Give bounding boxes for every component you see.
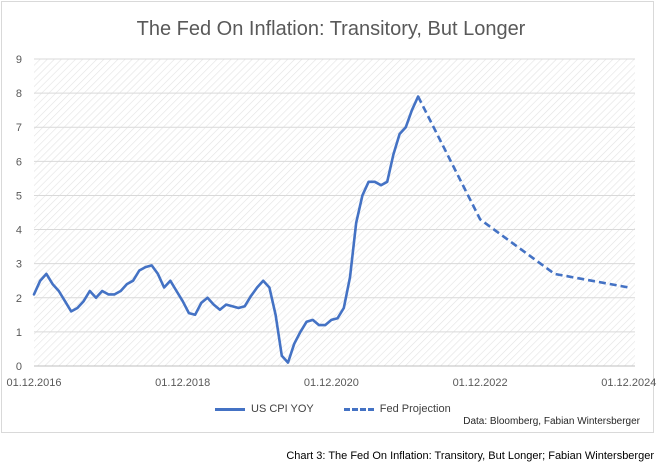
- legend-label-projection: Fed Projection: [379, 403, 451, 415]
- series-lines: [32, 95, 630, 364]
- y-tick-label: 7: [16, 122, 22, 134]
- x-tick-label: 01.12.2018: [155, 377, 210, 389]
- y-tick-label: 9: [16, 54, 22, 66]
- legend-swatch-dashed: [343, 407, 374, 411]
- y-tick-label: 3: [16, 259, 22, 271]
- legend-swatch-solid: [215, 407, 245, 411]
- y-tick-label: 5: [16, 190, 22, 202]
- x-tick-label: 01.12.2020: [304, 377, 359, 389]
- y-tick-label: 0: [16, 361, 22, 373]
- y-tick-label: 6: [16, 156, 22, 168]
- x-axis: 01.12.2016 01.12.2018 01.12.2020 01.12.2022…: [6, 377, 656, 389]
- series-line-fed-projection: [416, 95, 630, 289]
- x-tick-label: 01.12.2024: [601, 377, 656, 389]
- y-axis: 0 1 2 3 4 5 6 7 8 9: [16, 54, 22, 373]
- series-line-us-cpi-yoy: [32, 95, 420, 364]
- gridlines: [34, 58, 635, 367]
- chart-caption: Chart 3: The Fed On Inflation: Transitor…: [286, 450, 654, 462]
- plot-background: [34, 59, 635, 366]
- chart-title: The Fed On Inflation: Transitory, But Lo…: [136, 18, 526, 40]
- legend-label-cpi: US CPI YOY: [251, 403, 314, 415]
- legend-item-cpi: US CPI YOY: [215, 403, 314, 415]
- source-note: Data: Bloomberg, Fabian Wintersberger: [463, 416, 640, 427]
- y-tick-label: 4: [16, 225, 22, 237]
- x-tick-label: 01.12.2016: [6, 377, 61, 389]
- y-tick-label: 1: [16, 327, 22, 339]
- y-tick-label: 2: [16, 293, 22, 305]
- y-tick-label: 8: [16, 88, 22, 100]
- legend-item-projection: Fed Projection: [343, 403, 451, 415]
- legend: US CPI YOY Fed Projection: [215, 403, 475, 415]
- x-tick-label: 01.12.2022: [453, 377, 508, 389]
